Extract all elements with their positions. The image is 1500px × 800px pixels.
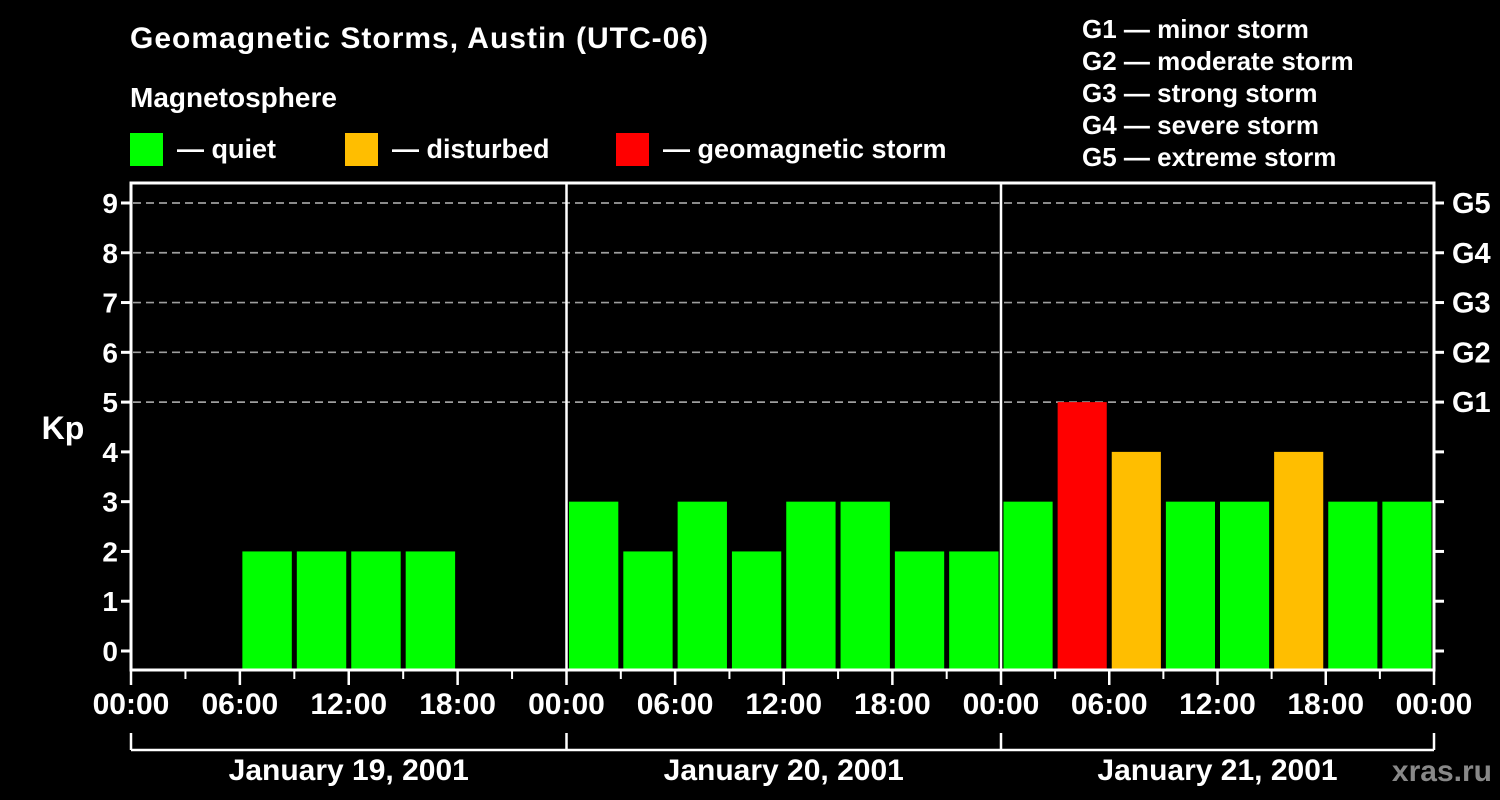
x-tick-label: 00:00 <box>528 688 605 721</box>
chart-title: Geomagnetic Storms, Austin (UTC-06) <box>130 22 709 55</box>
kp-bar <box>296 551 347 669</box>
plot-border <box>129 181 1436 672</box>
kp-bar <box>894 551 945 669</box>
chart-subtitle: Magnetosphere <box>130 82 337 113</box>
watermark: xras.ru <box>1392 755 1492 788</box>
x-tick-label: 12:00 <box>1179 688 1256 721</box>
x-tick-label: 18:00 <box>1287 688 1364 721</box>
right-axis-label: G3 <box>1452 288 1491 320</box>
kp-bar <box>949 551 999 669</box>
legend-label-disturbed: — disturbed <box>392 134 550 164</box>
legend-item-quiet: — quiet <box>130 133 276 166</box>
right-axis-label: G4 <box>1452 238 1491 270</box>
kp-bar <box>623 551 673 669</box>
x-tick-label: 18:00 <box>854 688 931 721</box>
x-tick-label: 06:00 <box>637 688 714 721</box>
right-axis-label: G2 <box>1452 337 1491 369</box>
legend-item-storm: — geomagnetic storm <box>616 133 947 166</box>
kp-bar <box>1003 501 1053 669</box>
x-tick-label: 12:00 <box>310 688 387 721</box>
right-axis-label: G5 <box>1452 188 1491 220</box>
y-tick-label: 7 <box>102 288 118 319</box>
kp-bar <box>1382 501 1432 669</box>
legend-label-storm: — geomagnetic storm <box>663 134 947 164</box>
kp-bar <box>405 551 456 669</box>
kp-bar <box>840 501 890 669</box>
x-tick-label: 06:00 <box>202 688 279 721</box>
kp-bar <box>569 501 619 669</box>
storm-scale-g4: G4 — severe storm <box>1082 110 1320 140</box>
y-tick-label: 4 <box>102 437 118 468</box>
x-tick-label: 00:00 <box>93 688 170 721</box>
x-tick-label: 18:00 <box>419 688 496 721</box>
kp-bar <box>786 501 836 669</box>
right-axis-label: G1 <box>1452 387 1491 419</box>
kp-bar <box>1274 451 1324 669</box>
date-label: January 21, 2001 <box>1097 754 1337 787</box>
kp-bar <box>677 501 727 669</box>
legend-item-disturbed: — disturbed <box>345 133 550 166</box>
storm-scale-g3: G3 — strong storm <box>1082 78 1318 108</box>
y-tick-label: 3 <box>102 487 118 518</box>
x-tick-label: 06:00 <box>1071 688 1148 721</box>
y-tick-label: 9 <box>102 188 118 219</box>
disturbed-color-swatch <box>345 133 378 166</box>
y-tick-label: 8 <box>102 238 118 269</box>
kp-bar <box>1057 402 1107 669</box>
storm-scale-g5: G5 — extreme storm <box>1082 142 1337 172</box>
kp-bar <box>242 551 292 669</box>
storm-color-swatch <box>616 133 649 166</box>
kp-bar <box>1220 501 1270 669</box>
kp-bar <box>1165 501 1215 669</box>
y-tick-label: 5 <box>102 387 118 418</box>
quiet-color-swatch <box>130 133 163 166</box>
date-label: January 19, 2001 <box>229 754 469 787</box>
y-tick-label: 0 <box>102 636 118 667</box>
x-tick-label: 00:00 <box>1396 688 1473 721</box>
y-axis-label: Kp <box>42 410 85 446</box>
y-tick-label: 6 <box>102 337 118 368</box>
storm-scale-list: G1 — minor storm G2 — moderate storm G3 … <box>1082 13 1354 173</box>
legend-label-quiet: — quiet <box>177 134 276 164</box>
x-tick-label: 00:00 <box>963 688 1040 721</box>
storm-scale-g2: G2 — moderate storm <box>1082 46 1354 76</box>
kp-bar <box>1328 501 1378 669</box>
kp-bar <box>731 551 782 669</box>
kp-bar <box>351 551 401 669</box>
date-label: January 20, 2001 <box>664 754 904 787</box>
x-tick-label: 12:00 <box>745 688 822 721</box>
kp-bar <box>1111 451 1161 669</box>
y-tick-label: 2 <box>102 536 118 567</box>
storm-scale-g1: G1 — minor storm <box>1082 14 1309 44</box>
y-tick-label: 1 <box>102 586 118 617</box>
